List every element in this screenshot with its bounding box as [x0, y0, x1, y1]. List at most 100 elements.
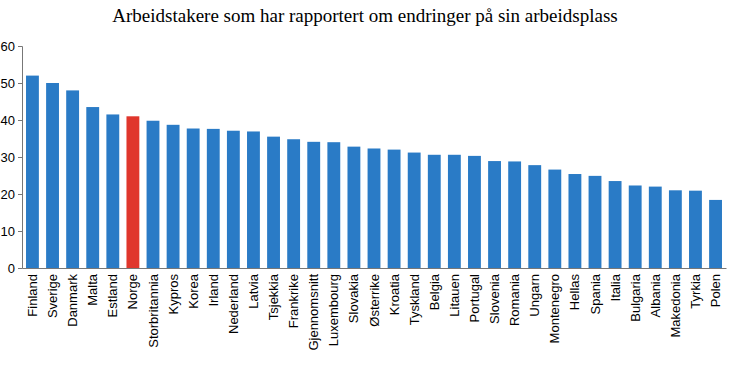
x-tick-label: Østerrike: [367, 274, 382, 327]
x-tick: Belgia: [427, 268, 442, 310]
y-tick-label: 60: [1, 39, 15, 54]
x-tick: Tyrkia: [688, 268, 703, 309]
x-tick-label: Frankrike: [286, 274, 301, 328]
x-tick: Makedonia: [668, 268, 683, 338]
x-tick-label: Sverige: [45, 274, 60, 318]
bar: [408, 153, 421, 268]
x-tick-label: Nederland: [226, 274, 241, 334]
x-tick: Slovakia: [346, 268, 361, 323]
bar: [147, 121, 160, 268]
x-tick: Luxembourg: [326, 268, 341, 346]
x-tick: Estland: [105, 268, 120, 317]
x-tick-label: Kroatia: [387, 273, 402, 315]
x-tick: Malta: [85, 268, 100, 306]
bar: [568, 174, 581, 268]
x-tick-label: Tsjekkia: [266, 273, 281, 320]
bar: [66, 90, 79, 268]
x-tick: Tsjekkia: [266, 268, 281, 320]
y-tick-mark: [18, 194, 22, 195]
bar: [508, 161, 521, 268]
y-tick: 50: [1, 76, 22, 91]
bar: [347, 147, 360, 268]
x-tick: Irland: [206, 268, 221, 307]
x-tick-label: Latvia: [246, 273, 261, 308]
y-tick-mark: [18, 83, 22, 84]
bar: [689, 191, 702, 268]
x-tick: Frankrike: [286, 268, 301, 328]
y-tick-label: 20: [1, 187, 15, 202]
bar: [86, 107, 99, 268]
chart: Arbeidstakere som har rapportert om endr…: [0, 0, 730, 371]
x-tick: Albania: [648, 268, 663, 317]
x-tick: Østerrike: [367, 268, 382, 327]
x-axis: Finland Sverige Danmark Malta Estland Norge St…: [23, 268, 727, 351]
y-tick-label: 30: [1, 150, 15, 165]
bar: [468, 156, 481, 268]
bar: [629, 185, 642, 268]
bar: [428, 155, 441, 268]
y-tick-label: 0: [8, 261, 15, 276]
bar: [307, 142, 320, 268]
x-tick-label: Norge: [125, 274, 140, 309]
y-tick: 10: [1, 224, 22, 239]
x-tick-label: Spania: [588, 273, 603, 314]
x-tick: Portugal: [467, 268, 482, 322]
x-tick-label: Slovakia: [346, 273, 361, 323]
x-tick: Slovenia: [487, 268, 502, 324]
y-tick-mark: [18, 46, 22, 47]
x-tick: Korea: [186, 268, 201, 309]
bar: [649, 187, 662, 268]
y-axis-line: [18, 47, 23, 269]
x-tick: Polen: [708, 268, 723, 307]
x-tick-label: Bulgaria: [628, 273, 643, 321]
bar: [388, 150, 401, 268]
x-tick-label: Irland: [206, 274, 221, 307]
bar: [207, 129, 220, 268]
x-tick-label: Slovenia: [487, 273, 502, 324]
x-tick-label: Tyskland: [407, 274, 422, 325]
bar: [327, 142, 340, 268]
bar: [488, 161, 501, 268]
bar: [26, 76, 39, 268]
x-tick-label: Danmark: [65, 274, 80, 327]
bar: [46, 83, 59, 268]
x-tick: Kypros: [166, 268, 181, 314]
x-tick-label: Luxembourg: [326, 274, 341, 346]
x-axis-line: [23, 268, 727, 269]
bar: [548, 170, 561, 268]
y-tick-label: 50: [1, 76, 15, 91]
bar: [448, 155, 461, 268]
x-tick-label: Finland: [25, 274, 40, 317]
x-tick-label: Malta: [85, 273, 100, 306]
x-tick-label: Makedonia: [668, 273, 683, 337]
x-tick: Kroatia: [387, 268, 402, 315]
y-tick: 60: [1, 39, 22, 54]
x-tick-label: Korea: [186, 273, 201, 308]
x-tick: Storbritannia: [146, 268, 161, 348]
x-tick: Montenegro: [547, 268, 562, 343]
x-tick-label: Kypros: [166, 274, 181, 315]
x-tick: Litauen: [447, 268, 462, 317]
bar: [126, 116, 139, 268]
x-tick-label: Portugal: [467, 274, 482, 323]
y-tick-mark: [18, 268, 22, 269]
x-tick: Sverige: [45, 268, 60, 318]
bar: [709, 200, 722, 268]
x-tick: Tyskland: [407, 268, 422, 325]
bars: [26, 76, 722, 268]
x-tick: Ungarn: [527, 268, 542, 317]
bar: [669, 190, 682, 268]
x-tick-label: Romania: [507, 273, 522, 326]
x-tick-label: Tyrkia: [688, 273, 703, 308]
y-tick-label: 10: [1, 224, 15, 239]
x-tick: Norge: [125, 268, 140, 309]
bar: [227, 131, 240, 268]
y-tick-label: 40: [1, 113, 15, 128]
bar: [106, 114, 119, 268]
bar: [247, 131, 260, 268]
x-tick-label: Estland: [105, 274, 120, 317]
x-tick: Hellas: [567, 268, 582, 310]
bar: [287, 139, 300, 268]
bar: [589, 176, 602, 268]
x-tick: Nederland: [226, 268, 241, 334]
